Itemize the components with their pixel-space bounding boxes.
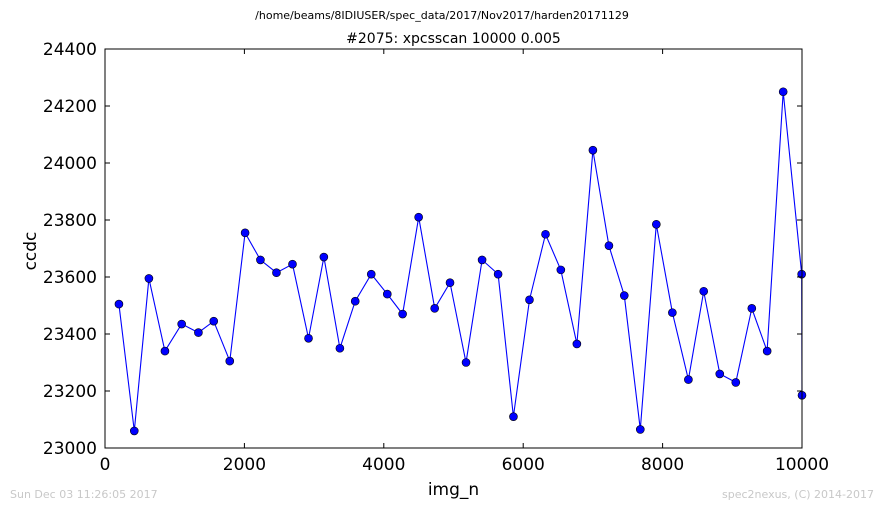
y-tick-label: 23800 xyxy=(43,211,97,231)
data-point xyxy=(160,346,170,356)
data-point xyxy=(668,308,677,317)
data-point xyxy=(366,269,376,279)
x-axis-label: img_n xyxy=(428,480,479,500)
data-point xyxy=(272,268,281,278)
x-tick-label: 6000 xyxy=(502,455,545,475)
data-point xyxy=(319,252,329,262)
y-tick-label: 24400 xyxy=(43,40,97,60)
x-tick-label: 2000 xyxy=(223,455,266,475)
x-tick-label: 8000 xyxy=(641,455,684,475)
data-point xyxy=(461,358,471,367)
y-tick-label: 24200 xyxy=(43,97,97,117)
data-point xyxy=(684,375,693,384)
data-point xyxy=(604,241,614,250)
data-point xyxy=(129,426,139,436)
data-point xyxy=(144,274,154,283)
y-tick-label: 23000 xyxy=(43,439,97,459)
data-point xyxy=(240,228,250,238)
data-point xyxy=(114,299,124,309)
data-point xyxy=(288,259,297,269)
data-point xyxy=(525,295,534,305)
x-tick-label: 10000 xyxy=(775,455,829,475)
file-path-header: /home/beams/8IDIUSER/spec_data/2017/Nov2… xyxy=(255,9,629,22)
data-point xyxy=(445,278,455,288)
data-point xyxy=(572,339,582,349)
series-line xyxy=(118,91,803,431)
y-tick-label: 24000 xyxy=(43,154,97,174)
data-point xyxy=(194,328,203,337)
x-tick-label: 4000 xyxy=(362,455,405,475)
y-tick-label: 23400 xyxy=(43,325,97,345)
data-point xyxy=(414,212,423,222)
data-point xyxy=(541,229,550,239)
data-point xyxy=(652,219,661,229)
y-axis-label: ccdc xyxy=(21,232,41,271)
data-point xyxy=(493,269,503,279)
plot-frame xyxy=(104,48,803,449)
data-point xyxy=(731,378,741,387)
data-point xyxy=(225,356,235,366)
data-point xyxy=(619,291,629,300)
data-point xyxy=(209,316,219,326)
footer-credit: spec2nexus, (C) 2014-2017 xyxy=(722,488,874,501)
plot-area xyxy=(114,87,807,436)
data-point xyxy=(177,319,186,329)
data-point xyxy=(398,309,407,319)
chart-title: #2075: xpcsscan 10000 0.005 xyxy=(346,31,561,47)
data-point xyxy=(715,369,725,379)
footer-timestamp: Sun Dec 03 11:26:05 2017 xyxy=(10,488,158,501)
data-point xyxy=(778,87,788,97)
data-point xyxy=(762,346,772,356)
data-point xyxy=(256,255,265,265)
data-point xyxy=(335,343,345,353)
data-point xyxy=(304,333,313,343)
data-point xyxy=(635,425,645,434)
data-point xyxy=(747,304,757,313)
axes: 0 2000 4000 6000 8000 10000 23000 23200 23400 236… xyxy=(43,40,829,475)
data-point xyxy=(588,145,598,155)
data-point xyxy=(509,412,518,421)
data-point xyxy=(556,265,566,275)
data-point xyxy=(477,255,487,265)
y-tick-label: 23600 xyxy=(43,268,97,288)
data-point xyxy=(430,304,439,313)
data-point xyxy=(382,289,392,299)
x-tick-label: 0 xyxy=(100,455,111,475)
data-point xyxy=(699,286,709,296)
data-point xyxy=(350,296,360,306)
y-tick-label: 23200 xyxy=(43,382,97,402)
